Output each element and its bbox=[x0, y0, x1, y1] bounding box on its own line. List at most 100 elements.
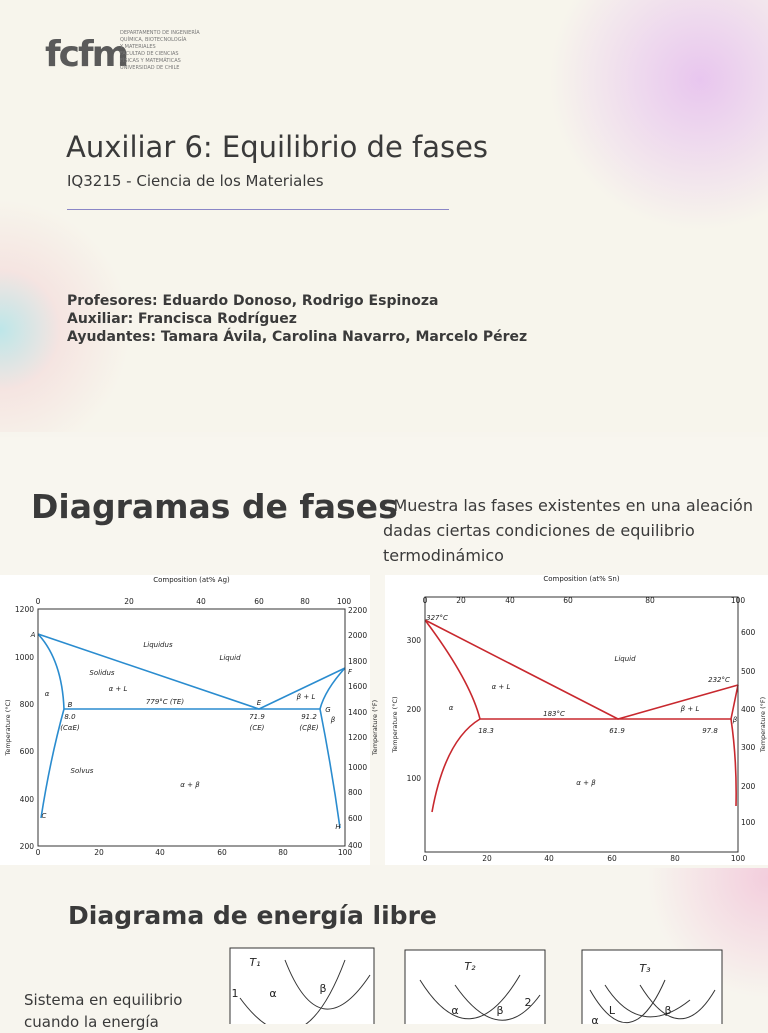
plot-frame bbox=[424, 596, 739, 853]
logo-text: DEPARTAMENTO DE INGENIERÍA QUÍMICA, BIOTE… bbox=[120, 30, 200, 72]
pb-sn-curves bbox=[424, 619, 739, 813]
tick-label: 400 bbox=[348, 841, 363, 850]
tick-label: 40 bbox=[544, 854, 554, 863]
tick-label: 100 bbox=[337, 597, 352, 606]
axis-title: Composition (at% Sn) bbox=[543, 575, 619, 583]
tick-label: 20 bbox=[456, 596, 466, 605]
diagram-label: 61.9 bbox=[609, 727, 625, 735]
diagram-bg bbox=[385, 575, 768, 865]
tick-label: 100 bbox=[338, 848, 353, 857]
tick-label: 80 bbox=[670, 854, 680, 863]
logo-line: FACULTAD DE CIENCIAS bbox=[120, 51, 179, 57]
diagram-label: 232°C bbox=[708, 676, 730, 684]
heading: Diagrama de energía libre bbox=[68, 901, 437, 930]
diagram-label: Solidus bbox=[89, 669, 114, 677]
diagram-label: α + L bbox=[492, 683, 511, 691]
logo-line: FÍSICAS Y MATEMÁTICAS bbox=[120, 58, 181, 64]
tick-label: 800 bbox=[348, 788, 363, 797]
diagram-label: 71.9 bbox=[249, 713, 265, 721]
tick-label: 2000 bbox=[348, 631, 367, 640]
tick-label: 80 bbox=[278, 848, 288, 857]
diagram-label: β bbox=[733, 716, 738, 724]
subtitle: IQ3215 - Ciencia de los Materiales bbox=[67, 172, 324, 190]
diagram-label: G bbox=[325, 706, 331, 714]
diagram-label: Liquid bbox=[219, 654, 241, 662]
curve-label: L bbox=[609, 1004, 616, 1017]
tick-label: 200 bbox=[407, 705, 422, 714]
diagram-label: α + L bbox=[109, 685, 128, 693]
tick-label: 60 bbox=[563, 596, 573, 605]
tick-label: 80 bbox=[645, 596, 655, 605]
tick-label: 400 bbox=[20, 795, 35, 804]
tick-label: 200 bbox=[741, 782, 756, 791]
diagram-label: F bbox=[348, 668, 353, 676]
diagram-label: H bbox=[335, 823, 341, 831]
diagram-label: β + L bbox=[681, 705, 700, 713]
diagram-label: E bbox=[257, 699, 262, 707]
tick-label: 800 bbox=[20, 700, 35, 709]
diagram-label: β + L bbox=[297, 693, 316, 701]
curve-label: β bbox=[496, 1004, 503, 1017]
curve-label: β bbox=[319, 982, 326, 995]
tick-label: 20 bbox=[124, 597, 134, 606]
diagram-label: 8.0 bbox=[64, 713, 76, 721]
tick-label: 600 bbox=[20, 747, 35, 756]
diagram-label: (CβE) bbox=[299, 724, 319, 732]
staff-list: Profesores: Eduardo Donoso, Rodrigo Espi… bbox=[67, 292, 527, 346]
tick-label: 0 bbox=[423, 596, 428, 605]
tick-label: 600 bbox=[741, 628, 756, 637]
diagram-label: 327°C bbox=[426, 614, 448, 622]
diagram-label: α bbox=[449, 704, 454, 712]
tick-label: 100 bbox=[741, 818, 756, 827]
logo-line: DEPARTAMENTO DE INGENIERÍA bbox=[120, 30, 200, 36]
diagram-label: Liquid bbox=[614, 655, 636, 663]
tick-label: 20 bbox=[94, 848, 104, 857]
axis-title: Temperature (°C) bbox=[391, 696, 399, 753]
tick-label: 0 bbox=[36, 848, 41, 857]
curve-label: α bbox=[451, 1004, 458, 1017]
solidus bbox=[424, 619, 739, 720]
temperature-label: T₁ bbox=[249, 956, 260, 969]
curve-label: α bbox=[591, 1014, 598, 1024]
tick-label: 1200 bbox=[348, 733, 367, 742]
tick-label: 600 bbox=[348, 814, 363, 823]
plot-frame bbox=[37, 608, 346, 847]
solvus-right bbox=[730, 718, 737, 807]
tick-label: 0 bbox=[36, 597, 41, 606]
logo-line: Y MATERIALES bbox=[120, 44, 156, 50]
diagram-label: β bbox=[331, 716, 336, 724]
tick-label: 1000 bbox=[15, 653, 34, 662]
tick-label: 100 bbox=[407, 774, 422, 783]
tick-label: 40 bbox=[155, 848, 165, 857]
axis-title: Temperature (°F) bbox=[759, 697, 767, 753]
divider bbox=[67, 209, 449, 210]
axis-title: Composition (at% Ag) bbox=[153, 576, 230, 584]
staff-line: Ayudantes: Tamara Ávila, Carolina Navarr… bbox=[67, 329, 528, 345]
tick-label: 1400 bbox=[348, 708, 367, 717]
curve-label: 2 bbox=[525, 996, 532, 1009]
diagram-label: B bbox=[68, 701, 73, 709]
diagram-label: (CE) bbox=[250, 724, 265, 732]
tick-label: 500 bbox=[741, 667, 756, 676]
solvus bbox=[40, 708, 65, 819]
tick-label: 2200 bbox=[348, 606, 367, 615]
tick-label: 40 bbox=[196, 597, 206, 606]
curve-label: 1 bbox=[232, 987, 239, 1000]
diagram-label: α + β bbox=[576, 779, 596, 787]
tick-label: 40 bbox=[505, 596, 515, 605]
diagram-label: 91.2 bbox=[301, 713, 317, 721]
tick-label: 100 bbox=[731, 854, 746, 863]
curve-label: β bbox=[664, 1004, 671, 1017]
diagram-label: 18.3 bbox=[478, 727, 494, 735]
temperature-label: T₂ bbox=[464, 960, 476, 973]
tick-label: 1800 bbox=[348, 657, 367, 666]
diagram-label: 183°C bbox=[543, 710, 565, 718]
energy-graphs bbox=[229, 947, 723, 1024]
cu-ag-curves bbox=[37, 633, 346, 829]
solvus bbox=[431, 718, 481, 813]
heading: Diagramas de fases bbox=[31, 487, 398, 526]
axis-title: Temperature (°C) bbox=[4, 699, 12, 756]
diagram-label: Liquidus bbox=[143, 641, 173, 649]
solvus-right bbox=[319, 667, 346, 829]
